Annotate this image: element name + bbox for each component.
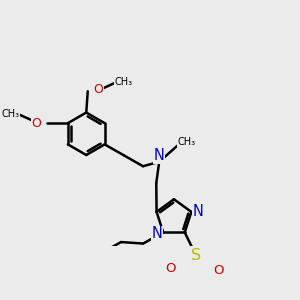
Text: N: N [154, 148, 165, 163]
Text: N: N [151, 226, 162, 241]
Text: O: O [165, 262, 175, 275]
Text: CH₃: CH₃ [114, 77, 132, 88]
Text: O: O [213, 265, 224, 278]
Text: S: S [191, 248, 201, 263]
Text: O: O [93, 83, 103, 96]
Text: CH₃: CH₃ [177, 137, 195, 147]
Text: O: O [32, 117, 41, 130]
Text: N: N [192, 204, 203, 219]
Text: CH₃: CH₃ [2, 109, 20, 119]
